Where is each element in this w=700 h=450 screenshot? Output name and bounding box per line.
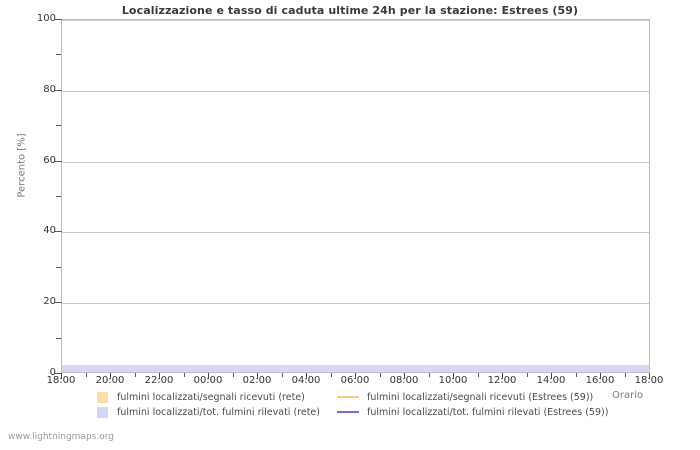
x-axis-minor-tick xyxy=(135,373,136,377)
x-axis-tick-label: 00:00 xyxy=(193,375,223,386)
watermark: www.lightningmaps.org xyxy=(8,432,114,442)
chart-title: Localizzazione e tasso di caduta ultime … xyxy=(121,4,579,17)
x-axis-tick xyxy=(257,373,258,379)
legend-item-0[interactable]: fulmini localizzati/segnali ricevuti (re… xyxy=(97,390,305,404)
y-axis-minor-tick xyxy=(56,196,61,197)
legend-label: fulmini localizzati/tot. fulmini rilevat… xyxy=(367,406,609,418)
x-axis-title: Orario xyxy=(612,390,644,401)
series-area xyxy=(62,364,649,372)
x-axis-tick-label: 04:00 xyxy=(291,375,321,386)
y-axis-minor-tick xyxy=(56,125,61,126)
x-axis-tick-label: 14:00 xyxy=(536,375,566,386)
x-axis-minor-tick xyxy=(625,373,626,377)
y-axis-tick-label: 100 xyxy=(36,13,56,24)
legend-line-icon xyxy=(337,411,359,413)
series-area xyxy=(62,371,649,372)
x-axis-tick xyxy=(404,373,405,379)
legend-item-3[interactable]: fulmini localizzati/tot. fulmini rilevat… xyxy=(337,405,608,419)
gridline xyxy=(62,303,649,304)
y-axis-tick xyxy=(55,373,62,374)
gridline xyxy=(62,162,649,163)
x-axis-tick xyxy=(61,373,62,379)
y-axis-tick-label: 60 xyxy=(43,154,56,166)
y-axis-tick-label: 40 xyxy=(43,225,56,237)
legend-label: fulmini localizzati/segnali ricevuti (Es… xyxy=(367,391,594,403)
x-axis-minor-tick xyxy=(331,373,332,377)
gridline xyxy=(62,232,649,233)
y-axis-minor-tick xyxy=(56,267,61,268)
x-axis-minor-tick xyxy=(429,373,430,377)
y-axis-tick xyxy=(55,19,62,20)
x-axis-tick xyxy=(551,373,552,379)
plot-area xyxy=(61,19,650,373)
x-axis-minor-tick xyxy=(233,373,234,377)
x-axis-tick xyxy=(208,373,209,379)
gridline xyxy=(62,91,649,92)
y-axis-tick-label: 20 xyxy=(43,296,56,308)
legend-item-1[interactable]: fulmini localizzati/tot. fulmini rilevat… xyxy=(97,405,320,419)
legend-item-2[interactable]: fulmini localizzati/segnali ricevuti (Es… xyxy=(337,390,593,404)
x-axis-tick xyxy=(649,373,650,379)
x-axis-tick xyxy=(502,373,503,379)
x-axis-tick-label: 20:00 xyxy=(95,375,125,386)
legend-label: fulmini localizzati/tot. fulmini rilevat… xyxy=(117,406,320,418)
x-axis-tick-label: 06:00 xyxy=(340,375,370,386)
x-axis-tick-label: 18:00 xyxy=(634,375,664,386)
x-axis-tick xyxy=(453,373,454,379)
x-axis-minor-tick xyxy=(478,373,479,377)
x-axis-tick xyxy=(355,373,356,379)
chart-legend: fulmini localizzati/segnali ricevuti (re… xyxy=(0,389,700,423)
y-axis-tick-label: 0 xyxy=(49,367,56,378)
y-axis-minor-tick xyxy=(56,338,61,339)
x-axis-tick xyxy=(600,373,601,379)
x-axis-tick-label: 02:00 xyxy=(242,375,272,386)
x-axis-minor-tick xyxy=(86,373,87,377)
x-axis-minor-tick xyxy=(527,373,528,377)
x-axis-tick-label: 16:00 xyxy=(585,375,615,386)
x-axis-tick-label: 18:00 xyxy=(46,375,76,386)
x-axis-minor-tick xyxy=(184,373,185,377)
x-axis-minor-tick xyxy=(576,373,577,377)
y-axis-title: Percento [%] xyxy=(16,133,28,198)
x-axis-tick xyxy=(110,373,111,379)
x-axis-minor-tick xyxy=(282,373,283,377)
legend-label: fulmini localizzati/segnali ricevuti (re… xyxy=(117,391,305,403)
x-axis-tick-label: 12:00 xyxy=(487,375,517,386)
x-axis-tick-label: 10:00 xyxy=(438,375,468,386)
x-axis-tick xyxy=(306,373,307,379)
y-axis-tick xyxy=(55,90,62,91)
legend-swatch-icon xyxy=(97,406,108,418)
y-axis-tick xyxy=(55,161,62,162)
y-axis-minor-tick xyxy=(56,54,61,55)
x-axis-minor-tick xyxy=(380,373,381,377)
x-axis-tick-label: 22:00 xyxy=(144,375,174,386)
y-axis-tick-label: 80 xyxy=(43,83,56,95)
legend-swatch-icon xyxy=(97,391,108,403)
y-axis-tick xyxy=(55,231,62,232)
legend-line-icon xyxy=(337,396,359,398)
y-axis-tick xyxy=(55,302,62,303)
x-axis-tick xyxy=(159,373,160,379)
gridline xyxy=(62,20,649,21)
x-axis-tick-label: 08:00 xyxy=(389,375,419,386)
